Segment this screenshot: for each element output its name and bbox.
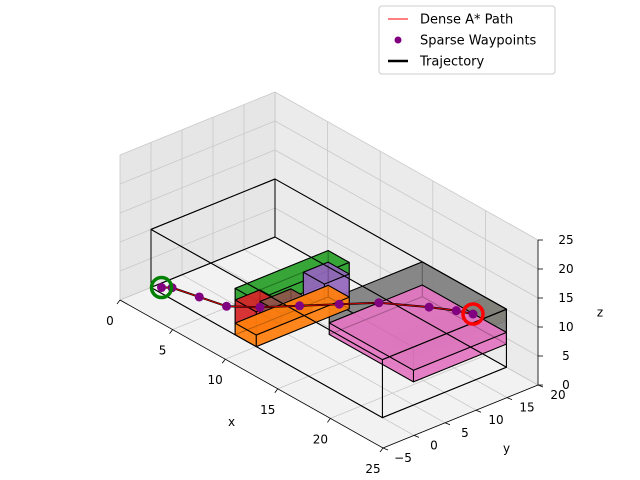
waypoint-marker xyxy=(194,292,204,302)
waypoint-marker xyxy=(468,309,478,319)
y-tick-mark xyxy=(506,397,513,400)
legend-frame xyxy=(378,5,556,75)
x-tick-mark xyxy=(221,358,226,364)
legend-label: Dense A* Path xyxy=(420,13,513,28)
x-tick-label: 15 xyxy=(260,403,275,417)
grid-line-y xyxy=(181,274,446,424)
grid-line-z xyxy=(119,91,276,156)
y-tick-label: 0 xyxy=(430,438,438,452)
x-tick-mark xyxy=(327,418,331,423)
x-tick-mark xyxy=(379,447,384,453)
obstacles xyxy=(234,250,507,383)
x-tick-mark xyxy=(116,299,121,305)
legend-label: Sparse Waypoints xyxy=(420,34,537,49)
y-tick-label: 10 xyxy=(488,413,503,427)
y-tick-label: 5 xyxy=(461,426,469,440)
z-tick-label: 10 xyxy=(558,320,573,334)
y-tick-label: 15 xyxy=(519,401,534,415)
start-marker xyxy=(149,275,174,300)
x-tick-label: 0 xyxy=(106,314,114,328)
trajectory-layer xyxy=(149,275,485,326)
axis-lines xyxy=(119,240,539,449)
bounding-box xyxy=(150,178,507,419)
waypoint-marker xyxy=(451,306,461,316)
x-tick-label: 5 xyxy=(159,344,167,358)
y-tick-mark xyxy=(475,409,482,413)
grid-line-z xyxy=(274,120,539,270)
waypoint-marker xyxy=(157,283,167,293)
obstacle-box xyxy=(234,284,350,348)
bounds-box xyxy=(150,178,507,419)
grid-line-z xyxy=(274,91,539,241)
goal-marker xyxy=(461,302,485,326)
y-axis-line xyxy=(382,384,539,449)
grid-line-x xyxy=(330,355,486,419)
y-tick-label: −5 xyxy=(394,451,412,465)
obstacle-face xyxy=(302,261,350,285)
z-tick-label: 25 xyxy=(558,233,573,247)
z-tick-label: 20 xyxy=(558,262,573,276)
z-tick-label: 0 xyxy=(562,378,570,392)
y-tick-mark xyxy=(444,422,451,426)
floor-pane xyxy=(120,237,538,448)
obstacle-box xyxy=(328,284,507,383)
legend: Dense A* Path Sparse Waypoints Trajectory xyxy=(378,5,556,75)
x-axis-line xyxy=(119,299,384,449)
z-tick-label: 15 xyxy=(558,291,573,305)
grid-line-z xyxy=(119,149,276,214)
x-tick-label: 10 xyxy=(208,373,223,387)
x-tick-mark xyxy=(274,388,279,394)
grid-line-z xyxy=(119,120,276,185)
waypoint-marker xyxy=(374,298,384,308)
y-tick-label: 20 xyxy=(550,388,565,402)
obstacle-face xyxy=(150,178,507,361)
waypoint-marker xyxy=(222,301,232,311)
x-tick-label: 20 xyxy=(313,432,328,446)
y-axis-label: y xyxy=(503,442,510,456)
grid-line-z xyxy=(119,207,276,272)
y-tick-mark xyxy=(382,447,389,451)
y-tick-mark xyxy=(413,435,420,438)
waypoint-marker xyxy=(424,302,434,312)
waypoint-marker xyxy=(255,302,265,312)
x-axis-label: x xyxy=(228,415,235,429)
legend-swatch-dot xyxy=(394,36,402,44)
waypoint-marker xyxy=(334,299,344,309)
x-tick-mark xyxy=(169,329,173,334)
grid-line-z xyxy=(274,149,539,299)
z-tick-label: 5 xyxy=(562,349,570,363)
z-axis-label: z xyxy=(597,306,603,320)
x-tick-label: 25 xyxy=(365,462,380,476)
left-pane xyxy=(120,92,275,300)
waypoint-marker xyxy=(295,301,305,311)
legend-label: Trajectory xyxy=(419,55,484,70)
obstacle-face xyxy=(234,284,350,336)
